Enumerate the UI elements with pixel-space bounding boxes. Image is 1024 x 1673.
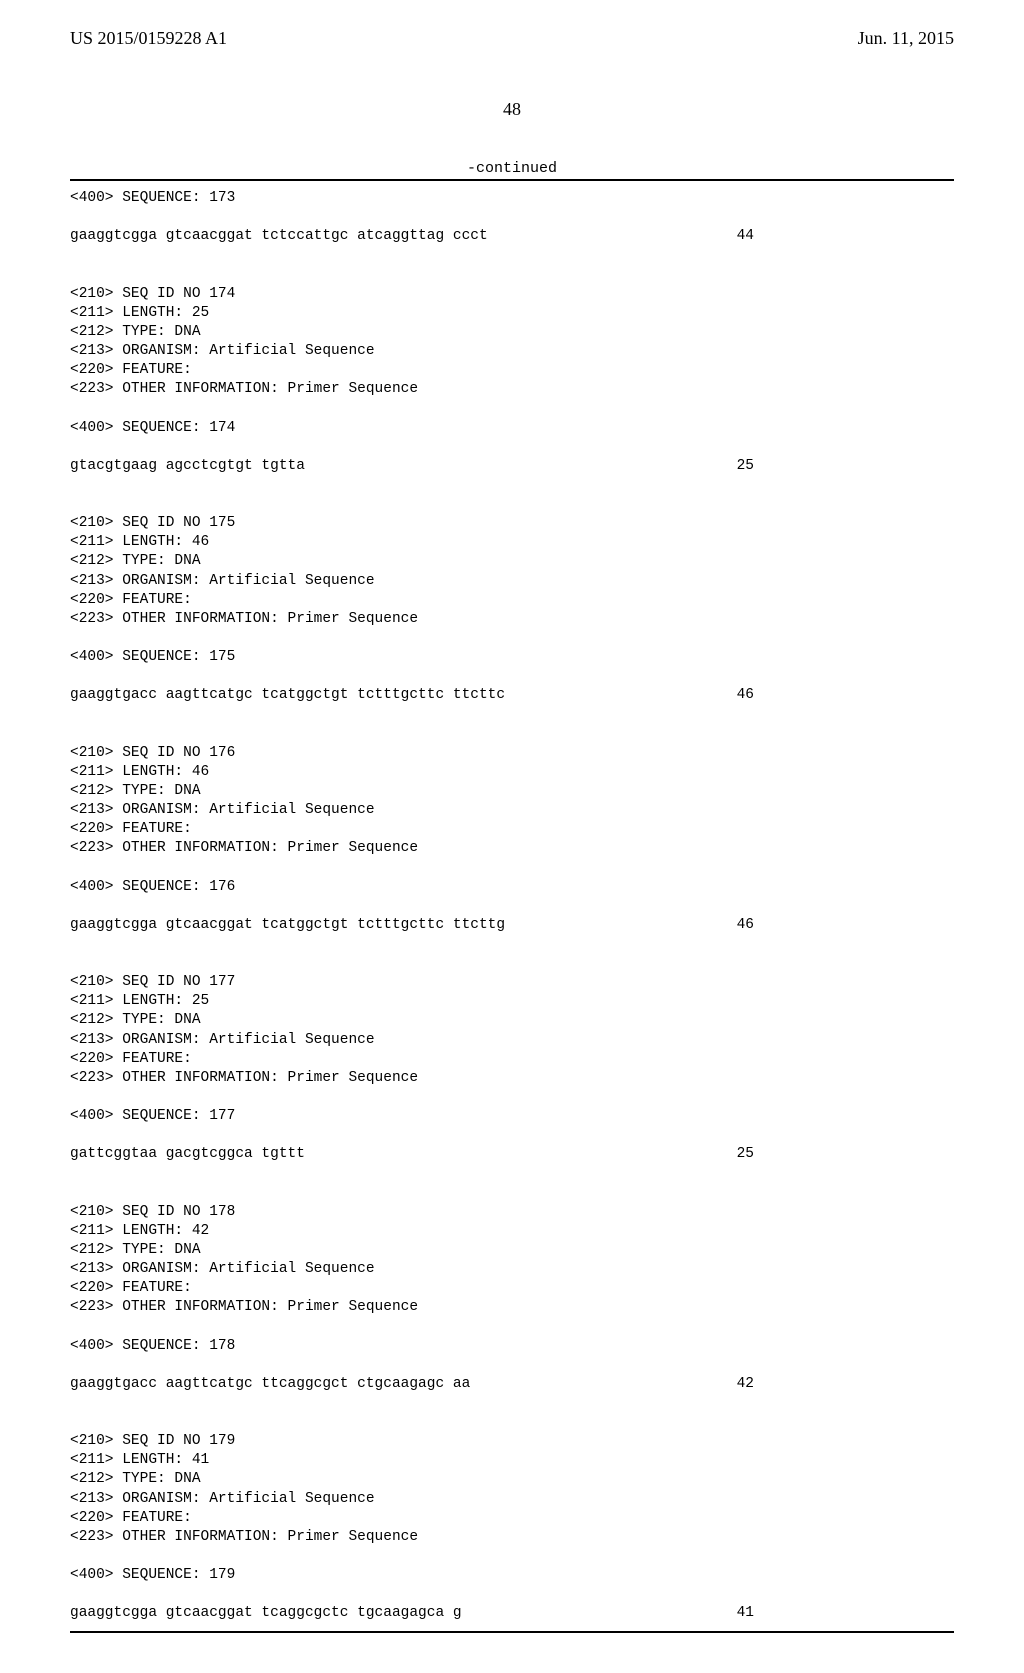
sequence-meta-line: <400> SEQUENCE: 173 xyxy=(70,189,954,208)
blank-line xyxy=(70,1547,954,1566)
sequence-meta-line: <211> LENGTH: 42 xyxy=(70,1222,954,1241)
sequence-text: gaaggtcgga gtcaacggat tcaggcgctc tgcaaga… xyxy=(70,1604,462,1623)
sequence-length: 25 xyxy=(737,1145,954,1164)
sequence-meta-line: <212> TYPE: DNA xyxy=(70,1470,954,1489)
blank-line xyxy=(70,1317,954,1336)
blank-line xyxy=(70,1184,954,1203)
blank-line xyxy=(70,1164,954,1183)
page: US 2015/0159228 A1 Jun. 11, 2015 48 -con… xyxy=(0,0,1024,1673)
sequence-meta-line: <210> SEQ ID NO 177 xyxy=(70,973,954,992)
blank-line xyxy=(70,725,954,744)
sequence-text: gtacgtgaag agcctcgtgt tgtta xyxy=(70,457,305,476)
sequence-meta-line: <211> LENGTH: 25 xyxy=(70,992,954,1011)
sequence-meta-line: <213> ORGANISM: Artificial Sequence xyxy=(70,1490,954,1509)
blank-line xyxy=(70,399,954,418)
blank-line xyxy=(70,629,954,648)
sequence-meta-line: <211> LENGTH: 46 xyxy=(70,763,954,782)
publication-number: US 2015/0159228 A1 xyxy=(70,28,227,49)
blank-line xyxy=(70,1088,954,1107)
sequence-meta-line: <400> SEQUENCE: 178 xyxy=(70,1337,954,1356)
blank-line xyxy=(70,476,954,495)
sequence-row: gaaggtcgga gtcaacggat tctccattgc atcaggt… xyxy=(70,227,954,246)
blank-line xyxy=(70,246,954,265)
sequence-length: 44 xyxy=(737,227,954,246)
sequence-meta-line: <210> SEQ ID NO 174 xyxy=(70,285,954,304)
sequence-row: gaaggtcgga gtcaacggat tcaggcgctc tgcaaga… xyxy=(70,1604,954,1623)
sequence-meta-line: <220> FEATURE: xyxy=(70,361,954,380)
sequence-text: gaaggtgacc aagttcatgc tcatggctgt tctttgc… xyxy=(70,686,505,705)
sequence-meta-line: <212> TYPE: DNA xyxy=(70,1241,954,1260)
sequence-length: 46 xyxy=(737,686,954,705)
sequence-meta-line: <213> ORGANISM: Artificial Sequence xyxy=(70,342,954,361)
blank-line xyxy=(70,667,954,686)
sequence-meta-line: <213> ORGANISM: Artificial Sequence xyxy=(70,572,954,591)
sequence-row: gaaggtcgga gtcaacggat tcatggctgt tctttgc… xyxy=(70,916,954,935)
sequence-meta-line: <400> SEQUENCE: 176 xyxy=(70,878,954,897)
publication-date: Jun. 11, 2015 xyxy=(858,28,954,49)
blank-line xyxy=(70,1394,954,1413)
sequence-meta-line: <210> SEQ ID NO 176 xyxy=(70,744,954,763)
blank-line xyxy=(70,954,954,973)
sequence-meta-line: <220> FEATURE: xyxy=(70,820,954,839)
sequence-meta-line: <212> TYPE: DNA xyxy=(70,552,954,571)
blank-line xyxy=(70,495,954,514)
sequence-meta-line: <220> FEATURE: xyxy=(70,1279,954,1298)
sequence-meta-line: <213> ORGANISM: Artificial Sequence xyxy=(70,1260,954,1279)
sequence-meta-line: <400> SEQUENCE: 177 xyxy=(70,1107,954,1126)
sequence-row: gattcggtaa gacgtcggca tgttt 25 xyxy=(70,1145,954,1164)
sequence-meta-line: <223> OTHER INFORMATION: Primer Sequence xyxy=(70,1528,954,1547)
sequence-meta-line: <213> ORGANISM: Artificial Sequence xyxy=(70,801,954,820)
sequence-meta-line: <212> TYPE: DNA xyxy=(70,1011,954,1030)
sequence-meta-line: <210> SEQ ID NO 178 xyxy=(70,1203,954,1222)
sequence-meta-line: <400> SEQUENCE: 179 xyxy=(70,1566,954,1585)
page-header: US 2015/0159228 A1 Jun. 11, 2015 xyxy=(70,28,954,49)
sequence-meta-line: <211> LENGTH: 41 xyxy=(70,1451,954,1470)
blank-line xyxy=(70,208,954,227)
sequence-meta-line: <223> OTHER INFORMATION: Primer Sequence xyxy=(70,610,954,629)
blank-line xyxy=(70,897,954,916)
sequence-text: gaaggtgacc aagttcatgc ttcaggcgct ctgcaag… xyxy=(70,1375,470,1394)
blank-line xyxy=(70,858,954,877)
sequence-meta-line: <400> SEQUENCE: 174 xyxy=(70,419,954,438)
page-number: 48 xyxy=(70,99,954,120)
continued-label: -continued xyxy=(70,160,954,177)
sequence-text: gaaggtcgga gtcaacggat tcatggctgt tctttgc… xyxy=(70,916,505,935)
sequence-meta-line: <210> SEQ ID NO 175 xyxy=(70,514,954,533)
sequence-length: 25 xyxy=(737,457,954,476)
blank-line xyxy=(70,1413,954,1432)
sequence-meta-line: <223> OTHER INFORMATION: Primer Sequence xyxy=(70,380,954,399)
sequence-meta-line: <223> OTHER INFORMATION: Primer Sequence xyxy=(70,1298,954,1317)
sequence-meta-line: <220> FEATURE: xyxy=(70,1050,954,1069)
sequence-meta-line: <211> LENGTH: 46 xyxy=(70,533,954,552)
sequence-meta-line: <212> TYPE: DNA xyxy=(70,782,954,801)
sequence-length: 46 xyxy=(737,916,954,935)
sequence-row: gaaggtgacc aagttcatgc tcatggctgt tctttgc… xyxy=(70,686,954,705)
blank-line xyxy=(70,705,954,724)
sequence-meta-line: <223> OTHER INFORMATION: Primer Sequence xyxy=(70,1069,954,1088)
sequence-meta-line: <211> LENGTH: 25 xyxy=(70,304,954,323)
sequence-meta-line: <213> ORGANISM: Artificial Sequence xyxy=(70,1031,954,1050)
sequence-row: gaaggtgacc aagttcatgc ttcaggcgct ctgcaag… xyxy=(70,1375,954,1394)
sequence-meta-line: <210> SEQ ID NO 179 xyxy=(70,1432,954,1451)
sequence-meta-line: <212> TYPE: DNA xyxy=(70,323,954,342)
sequence-listing: <400> SEQUENCE: 173 gaaggtcgga gtcaacgga… xyxy=(70,179,954,1633)
blank-line xyxy=(70,1126,954,1145)
blank-line xyxy=(70,1356,954,1375)
sequence-row: gtacgtgaag agcctcgtgt tgtta 25 xyxy=(70,457,954,476)
sequence-length: 41 xyxy=(737,1604,954,1623)
blank-line xyxy=(70,935,954,954)
sequence-meta-line: <220> FEATURE: xyxy=(70,591,954,610)
sequence-text: gaaggtcgga gtcaacggat tctccattgc atcaggt… xyxy=(70,227,488,246)
sequence-length: 42 xyxy=(737,1375,954,1394)
sequence-meta-line: <220> FEATURE: xyxy=(70,1509,954,1528)
blank-line xyxy=(70,266,954,285)
sequence-meta-line: <223> OTHER INFORMATION: Primer Sequence xyxy=(70,839,954,858)
sequence-text: gattcggtaa gacgtcggca tgttt xyxy=(70,1145,305,1164)
blank-line xyxy=(70,1585,954,1604)
sequence-meta-line: <400> SEQUENCE: 175 xyxy=(70,648,954,667)
blank-line xyxy=(70,438,954,457)
